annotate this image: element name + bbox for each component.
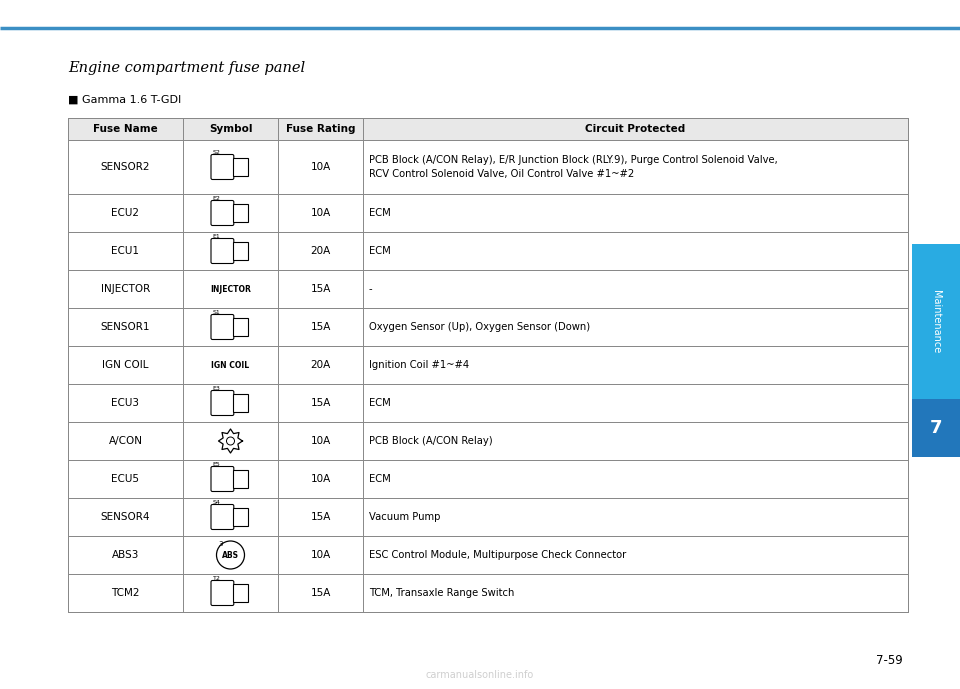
Bar xyxy=(233,318,249,336)
Bar xyxy=(68,194,908,232)
Text: IGN COIL: IGN COIL xyxy=(103,360,149,370)
Bar xyxy=(233,243,249,260)
Text: ECU3: ECU3 xyxy=(111,398,139,408)
Text: Vacuum Pump: Vacuum Pump xyxy=(369,512,441,522)
Text: carmanualsonline.info: carmanualsonline.info xyxy=(426,670,534,680)
Text: PCB Block (A/CON Relay): PCB Block (A/CON Relay) xyxy=(369,436,492,446)
Text: 20A: 20A xyxy=(310,360,330,370)
Bar xyxy=(912,399,960,457)
Text: 7: 7 xyxy=(929,419,943,437)
Bar xyxy=(68,384,908,422)
Text: ECU1: ECU1 xyxy=(111,246,139,256)
FancyBboxPatch shape xyxy=(211,314,234,340)
Text: 7-59: 7-59 xyxy=(876,655,903,668)
Text: IGN COIL: IGN COIL xyxy=(211,360,250,369)
Text: ECU2: ECU2 xyxy=(111,208,139,218)
Text: ECM: ECM xyxy=(369,208,391,218)
Bar xyxy=(68,232,908,270)
Bar xyxy=(68,140,908,194)
Text: Symbol: Symbol xyxy=(208,124,252,134)
Bar xyxy=(68,308,908,346)
Text: 10A: 10A xyxy=(310,550,330,560)
Text: Circuit Protected: Circuit Protected xyxy=(586,124,685,134)
Text: S1: S1 xyxy=(212,310,220,315)
Text: 15A: 15A xyxy=(310,322,330,332)
Text: INJECTOR: INJECTOR xyxy=(210,285,251,294)
Text: 10A: 10A xyxy=(310,436,330,446)
FancyBboxPatch shape xyxy=(211,466,234,491)
Text: E3: E3 xyxy=(212,386,221,391)
Bar xyxy=(68,118,908,612)
FancyBboxPatch shape xyxy=(211,581,234,606)
Bar xyxy=(68,270,908,308)
FancyBboxPatch shape xyxy=(211,238,234,263)
Text: T2: T2 xyxy=(212,576,221,581)
Bar xyxy=(68,346,908,384)
Text: ECM: ECM xyxy=(369,398,391,408)
Text: ECU5: ECU5 xyxy=(111,474,139,484)
Text: INJECTOR: INJECTOR xyxy=(101,284,150,294)
Text: 10A: 10A xyxy=(310,208,330,218)
Text: Engine compartment fuse panel: Engine compartment fuse panel xyxy=(68,61,305,75)
Text: E2: E2 xyxy=(212,196,221,201)
Text: A/CON: A/CON xyxy=(108,436,142,446)
Text: 15A: 15A xyxy=(310,588,330,598)
Text: 10A: 10A xyxy=(310,162,330,172)
Circle shape xyxy=(227,437,234,445)
Bar xyxy=(233,508,249,526)
Text: -: - xyxy=(369,284,372,294)
FancyBboxPatch shape xyxy=(211,154,234,180)
Text: PCB Block (A/CON Relay), E/R Junction Block (RLY.9), Purge Control Solenoid Valv: PCB Block (A/CON Relay), E/R Junction Bl… xyxy=(369,156,778,178)
Text: SENSOR4: SENSOR4 xyxy=(101,512,151,522)
Text: 10A: 10A xyxy=(310,474,330,484)
Text: Fuse Name: Fuse Name xyxy=(93,124,157,134)
Text: ESC Control Module, Multipurpose Check Connector: ESC Control Module, Multipurpose Check C… xyxy=(369,550,626,560)
Bar xyxy=(233,204,249,222)
Text: 15A: 15A xyxy=(310,512,330,522)
Bar xyxy=(68,574,908,612)
Text: E5: E5 xyxy=(212,462,220,467)
Circle shape xyxy=(217,541,245,569)
Text: 15A: 15A xyxy=(310,284,330,294)
Text: 20A: 20A xyxy=(310,246,330,256)
Text: Oxygen Sensor (Up), Oxygen Sensor (Down): Oxygen Sensor (Up), Oxygen Sensor (Down) xyxy=(369,322,590,332)
Bar xyxy=(68,460,908,498)
Bar xyxy=(68,536,908,574)
Text: SENSOR1: SENSOR1 xyxy=(101,322,151,332)
Bar xyxy=(68,498,908,536)
Bar xyxy=(233,584,249,601)
Text: 15A: 15A xyxy=(310,398,330,408)
Text: Ignition Coil #1~#4: Ignition Coil #1~#4 xyxy=(369,360,469,370)
FancyBboxPatch shape xyxy=(211,200,234,225)
FancyBboxPatch shape xyxy=(211,391,234,415)
Text: ECM: ECM xyxy=(369,246,391,256)
Bar xyxy=(233,470,249,488)
Text: TCM, Transaxle Range Switch: TCM, Transaxle Range Switch xyxy=(369,588,515,598)
Text: 3: 3 xyxy=(219,542,223,548)
Bar xyxy=(233,394,249,412)
Text: TCM2: TCM2 xyxy=(111,588,140,598)
Text: SENSOR2: SENSOR2 xyxy=(101,162,151,172)
Text: E1: E1 xyxy=(212,234,220,239)
Text: ABS: ABS xyxy=(222,551,239,559)
Text: S2: S2 xyxy=(212,150,221,155)
FancyBboxPatch shape xyxy=(211,504,234,530)
Bar xyxy=(233,158,249,176)
Text: Maintenance: Maintenance xyxy=(931,290,941,353)
Bar xyxy=(68,422,908,460)
Text: ECM: ECM xyxy=(369,474,391,484)
Bar xyxy=(912,244,960,399)
Text: Fuse Rating: Fuse Rating xyxy=(286,124,355,134)
Bar xyxy=(68,118,908,140)
Text: ABS3: ABS3 xyxy=(111,550,139,560)
Text: S4: S4 xyxy=(212,500,221,505)
Text: ■ Gamma 1.6 T-GDI: ■ Gamma 1.6 T-GDI xyxy=(68,95,181,105)
